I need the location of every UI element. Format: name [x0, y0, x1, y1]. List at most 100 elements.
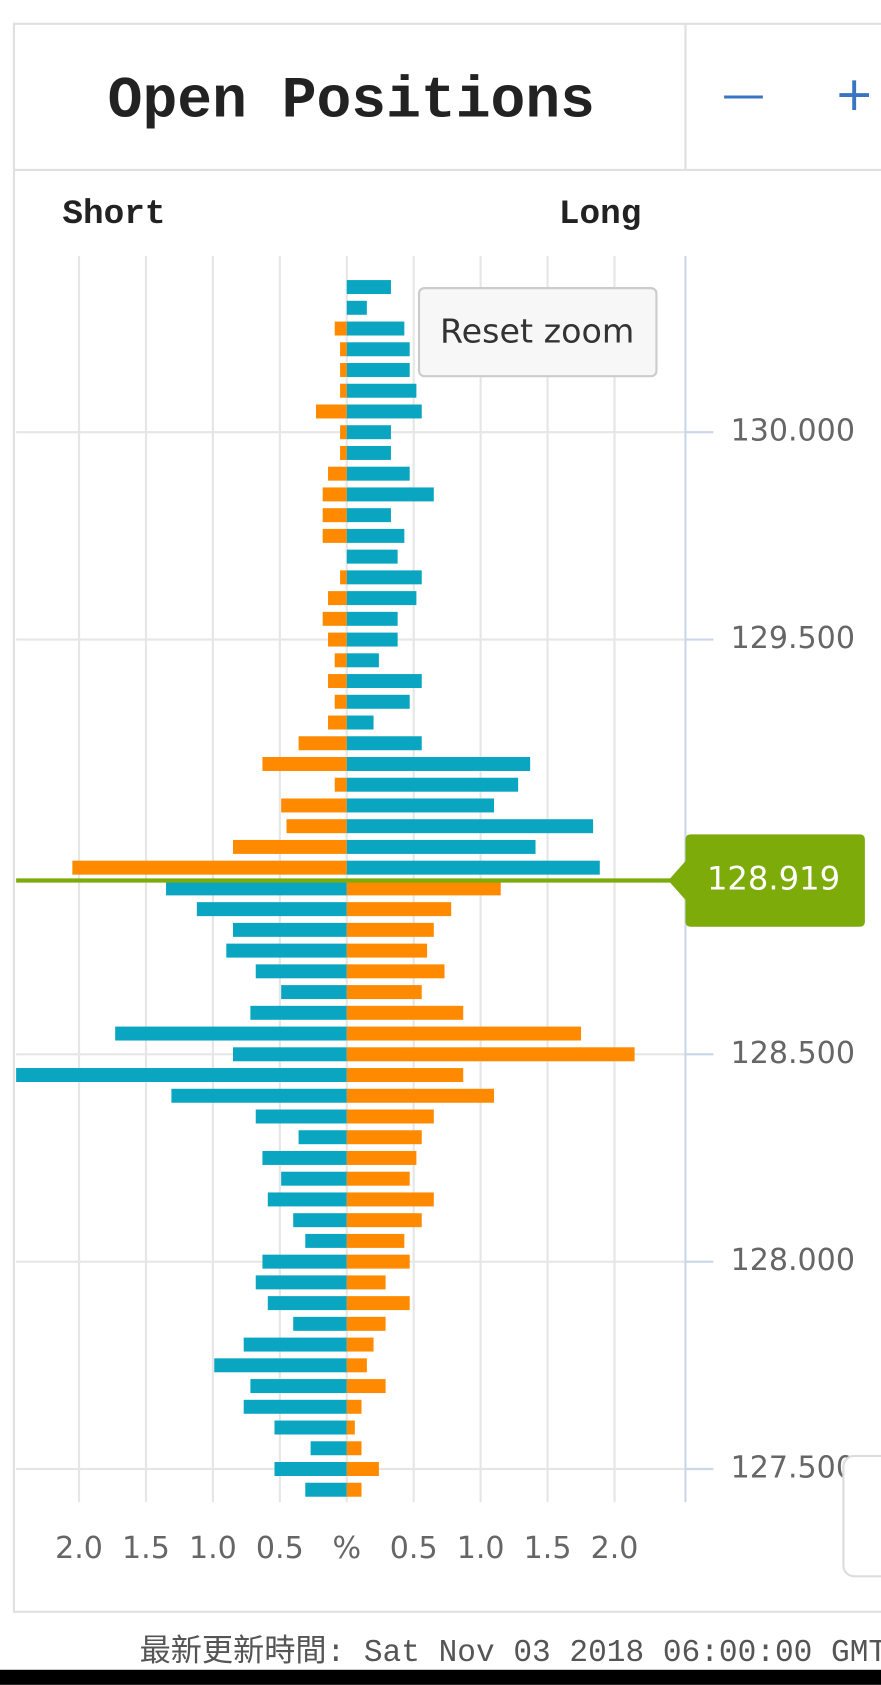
position-bar: [346, 902, 452, 917]
position-bar: [293, 1316, 347, 1331]
x-tick-label: 0.5: [256, 1531, 304, 1566]
position-bar: [340, 342, 347, 357]
x-tick-label: 2.0: [591, 1531, 639, 1566]
position-bar: [315, 404, 347, 419]
position-bar: [346, 445, 391, 460]
position-bar: [346, 839, 536, 854]
position-bar: [346, 466, 410, 481]
short-label: Short: [62, 195, 165, 234]
position-bar: [255, 964, 347, 979]
position-bar: [322, 528, 347, 543]
position-bar: [166, 881, 347, 896]
position-bar: [346, 1296, 410, 1311]
zoom-out-button[interactable]: —: [722, 69, 765, 119]
x-tick-label: 1.0: [189, 1531, 237, 1566]
side-handle[interactable]: [842, 1454, 881, 1578]
long-label: Long: [559, 195, 642, 234]
position-bar: [281, 798, 347, 813]
y-tick-label: 127.500: [731, 1450, 855, 1485]
x-tick-label: 1.0: [457, 1531, 505, 1566]
overlay: 128.919: [16, 255, 865, 1503]
position-bar: [340, 425, 347, 440]
position-bar: [346, 321, 405, 336]
current-price-box: [668, 834, 865, 927]
position-bar: [346, 363, 410, 377]
position-bar: [255, 1109, 347, 1124]
position-bar: [346, 1316, 386, 1331]
panel: [12, 22, 881, 1613]
position-bar: [340, 383, 347, 398]
position-bar: [274, 1462, 347, 1476]
position-bar: [346, 1068, 464, 1083]
y-tick-label: 130.000: [731, 414, 855, 449]
x-tick-label: %: [332, 1531, 361, 1566]
position-bar: [346, 1047, 635, 1062]
position-bar: [322, 487, 347, 502]
position-bar: [346, 425, 391, 440]
position-bar: [346, 570, 422, 585]
position-bar: [346, 757, 531, 771]
position-bar: [346, 881, 501, 896]
position-bar: [250, 1005, 347, 1020]
zoom-in-button[interactable]: +: [834, 67, 874, 122]
position-bar: [232, 1047, 347, 1062]
position-bar: [346, 1233, 405, 1248]
position-bar: [346, 964, 445, 979]
position-bar: [346, 985, 422, 1000]
x-tick-label: 2.0: [55, 1531, 103, 1566]
position-bar: [232, 922, 347, 937]
position-bar: [334, 321, 347, 336]
position-bar: [346, 549, 398, 564]
position-bar: [322, 508, 347, 523]
position-bar: [250, 1379, 347, 1394]
position-bar: [346, 1026, 582, 1041]
position-bar: [346, 1088, 495, 1103]
position-bar: [346, 777, 519, 792]
position-bar: [115, 1026, 347, 1041]
reset-zoom-text[interactable]: Reset zoom: [440, 312, 634, 351]
y-tick-label: 128.000: [731, 1243, 855, 1278]
position-bar: [346, 611, 398, 626]
position-bar: [346, 1399, 362, 1414]
position-bar: [346, 1213, 422, 1228]
position-bar: [346, 1192, 434, 1207]
header-title: Open Positions: [108, 69, 595, 134]
position-bar: [346, 1254, 410, 1269]
position-bar: [298, 1130, 347, 1145]
position-bar: [346, 922, 434, 937]
position-bar: [232, 839, 347, 854]
position-bar: [334, 694, 347, 709]
position-bar: [214, 1358, 347, 1373]
position-bar: [346, 653, 379, 668]
y-tick-label: 129.500: [731, 621, 855, 656]
x-tick-label: 1.5: [524, 1531, 572, 1566]
position-bar: [328, 632, 347, 647]
position-bar: [286, 819, 347, 834]
position-bar: [346, 632, 398, 647]
current-price-label: 128.919: [707, 860, 840, 898]
position-bar: [346, 280, 391, 295]
x-tick-label: 0.5: [390, 1531, 438, 1566]
position-bar: [243, 1399, 347, 1414]
last-updated: 最新更新時間: Sat Nov 03 2018 06:00:00 GMT+09: [140, 1634, 881, 1671]
position-bar: [346, 1358, 367, 1373]
position-bar: [262, 757, 347, 771]
position-bar: [346, 1171, 410, 1186]
reset-zoom-box[interactable]: [417, 287, 658, 378]
position-bar: [346, 342, 410, 357]
position-bar: [262, 1254, 347, 1269]
position-bar: [267, 1192, 347, 1207]
position-bar: [334, 777, 347, 792]
position-bar: [16, 1068, 347, 1083]
position-bar: [281, 985, 347, 1000]
position-bar: [298, 736, 347, 751]
position-bar: [305, 1233, 347, 1248]
position-bar: [243, 1337, 347, 1352]
reset-zoom-button[interactable]: Reset zoom: [417, 287, 658, 378]
position-bar: [328, 715, 347, 730]
bottom-bar: [0, 1669, 881, 1685]
position-bar: [346, 1150, 417, 1165]
position-bar: [196, 902, 347, 917]
